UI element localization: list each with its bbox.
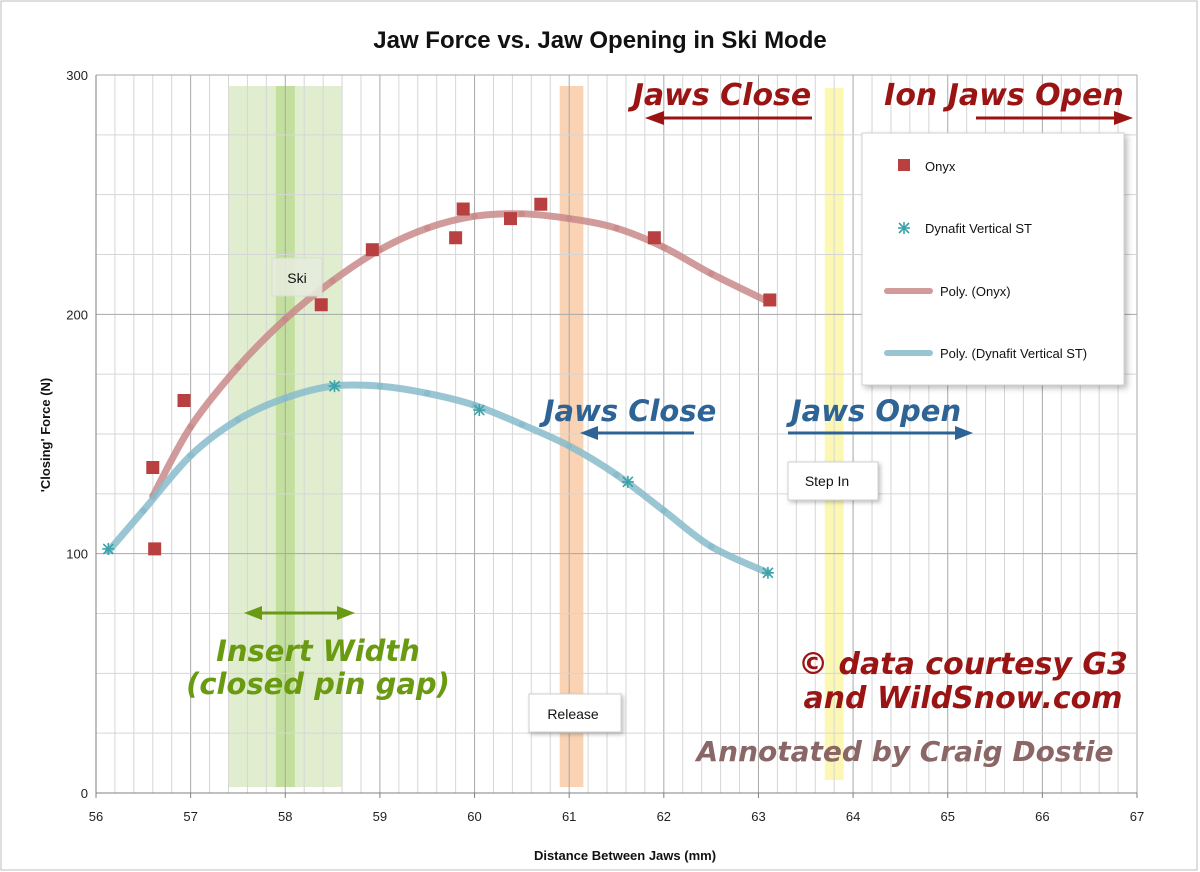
x-axis-title: Distance Between Jaws (mm) [534, 848, 716, 863]
x-tick-label: 65 [940, 809, 954, 824]
legend: Onyx Dynafit Vertical ST Poly. (Onyx) Po… [861, 132, 1125, 386]
point-dynafit [621, 475, 634, 488]
legend-label-dynafit: Dynafit Vertical ST [925, 221, 1032, 236]
trendline-bead [707, 543, 715, 550]
x-tick-label: 63 [751, 809, 765, 824]
annotation-credit-line1: © data courtesy G3 [798, 647, 1128, 682]
point-onyx [763, 293, 777, 307]
x-tick-label: 60 [467, 809, 481, 824]
x-tick-label: 59 [373, 809, 387, 824]
trendlines-layer [104, 210, 774, 577]
y-tick-label: 100 [66, 547, 88, 562]
y-axis-title: 'Closing' Force (N) [38, 378, 53, 493]
chart-title: Jaw Force vs. Jaw Opening in Ski Mode [373, 27, 826, 54]
svg-text:Release: Release [547, 706, 599, 722]
trendline-bead [376, 382, 384, 390]
trendline-bead [518, 421, 526, 428]
annotation-jaws-close-top: Jaws Close [628, 78, 812, 113]
trendline-bead [707, 270, 715, 277]
label-ski: Ski [271, 257, 323, 297]
x-tick-label: 58 [278, 809, 292, 824]
y-tick-label: 300 [66, 68, 88, 83]
trendline-bead [234, 416, 242, 423]
band-release [559, 86, 584, 787]
trendline-bead [613, 224, 620, 232]
arrow-jaws-close-mid [580, 426, 694, 440]
point-onyx [456, 202, 470, 216]
arrow-jaws-close-top [645, 111, 812, 125]
point-onyx [534, 197, 548, 211]
point-onyx [365, 243, 379, 257]
trendline-bead [471, 213, 478, 220]
arrow-insert-width [244, 606, 355, 620]
trendline-bead [282, 315, 289, 323]
x-tick-label: 56 [89, 809, 103, 824]
legend-label-poly-onyx: Poly. (Onyx) [940, 284, 1011, 299]
label-step-in: Step In [787, 461, 879, 501]
annotation-credit-line2: and WildSnow.com [803, 681, 1122, 716]
trendline-bead [140, 507, 147, 514]
trendline-bead [187, 423, 194, 431]
point-onyx [148, 542, 162, 556]
trendline-bead [424, 390, 431, 397]
point-onyx [449, 231, 463, 245]
trendline-bead [329, 277, 336, 285]
point-onyx [146, 461, 160, 475]
x-tick-label: 67 [1130, 809, 1144, 824]
legend-marker-dynafit [898, 222, 910, 234]
point-dynafit [473, 404, 486, 417]
arrow-jaws-open-mid [788, 426, 973, 440]
legend-label-onyx: Onyx [925, 159, 956, 174]
point-dynafit [102, 542, 115, 555]
trendline-bead [613, 471, 620, 478]
arrow-ion-jaws-open [976, 111, 1133, 125]
point-dynafit [328, 380, 341, 393]
x-tick-label: 66 [1035, 809, 1049, 824]
trendline-bead [660, 507, 668, 514]
y-tick-label: 0 [81, 786, 88, 801]
x-tick-label: 62 [657, 809, 671, 824]
trendline-bead [424, 224, 431, 232]
trendline-bead [234, 363, 242, 371]
points-layer [102, 197, 777, 579]
point-onyx [504, 212, 518, 226]
label-release: Release [528, 693, 622, 733]
x-tick-label: 61 [562, 809, 576, 824]
annotation-annotated-by: Annotated by Craig Dostie [694, 735, 1113, 768]
legend-label-poly-dynafit: Poly. (Dynafit Vertical ST) [940, 346, 1087, 361]
svg-text:Step In: Step In [805, 473, 849, 489]
point-dynafit [761, 566, 774, 579]
x-tick-label: 57 [183, 809, 197, 824]
x-tick-label: 64 [846, 809, 860, 824]
y-tick-label: 200 [66, 307, 88, 322]
axes-layer: 56 57 58 59 60 61 62 63 64 65 66 67 0 100 200 300 [66, 68, 1144, 824]
point-onyx [314, 298, 328, 312]
annotation-jaws-open-mid: Jaws Open [786, 394, 961, 428]
svg-text:Ski: Ski [287, 270, 306, 286]
annotation-jaws-close-mid: Jaws Close [539, 394, 717, 428]
trendline-bead [565, 215, 573, 222]
legend-box [861, 132, 1125, 386]
trendline-bead [518, 210, 526, 218]
point-onyx [177, 393, 191, 407]
annotation-ion-jaws-open: Ion Jaws Open [884, 78, 1124, 113]
trendline-bead [282, 394, 289, 402]
trendline-bead [565, 442, 573, 450]
trendline-bead [660, 244, 668, 251]
trendline-bead [187, 452, 194, 459]
legend-marker-onyx [898, 159, 910, 171]
annotation-insert-width: Insert Width [216, 634, 420, 668]
annotation-closed-pin-gap: (closed pin gap) [186, 667, 450, 701]
point-onyx [647, 231, 661, 245]
